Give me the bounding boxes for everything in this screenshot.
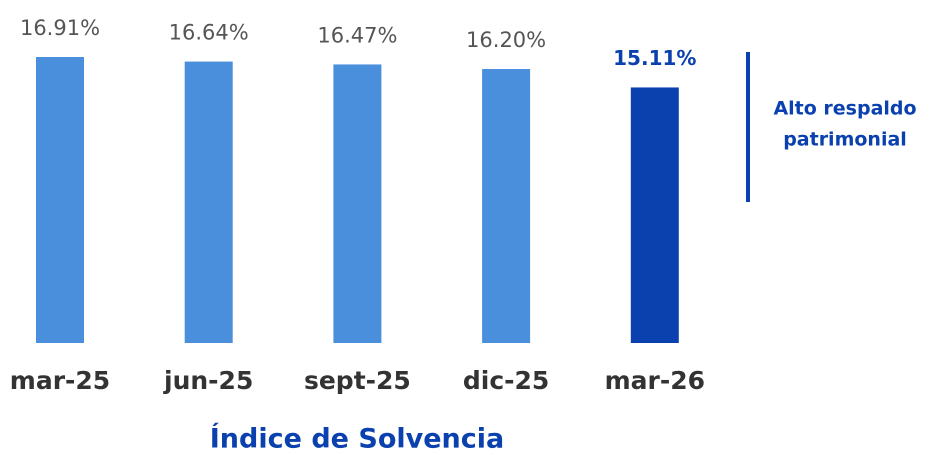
bar (36, 57, 84, 343)
x-tick-label: mar-25 (10, 366, 110, 395)
annotation: Alto respaldo (773, 98, 916, 120)
x-tick-label: jun-25 (163, 366, 253, 395)
bar (630, 87, 679, 343)
x-tick-label: mar-26 (605, 366, 705, 395)
bar (333, 64, 382, 344)
value-label: 15.11% (613, 46, 696, 70)
value-label: 16.47% (317, 23, 397, 47)
value-label: 16.64% (169, 21, 249, 45)
chart-title: Índice de Solvencia (210, 423, 504, 455)
value-label: 16.20% (466, 28, 546, 52)
bar (482, 69, 531, 344)
x-tick-label: sept-25 (304, 366, 411, 395)
x-tick-label: dic-25 (463, 366, 549, 395)
bar (184, 61, 233, 343)
annotation: patrimonial (783, 129, 907, 151)
value-label: 16.91% (20, 16, 100, 40)
